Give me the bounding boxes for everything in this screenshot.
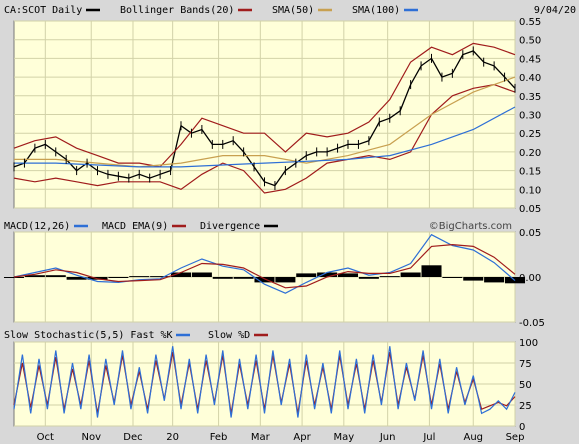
stochastic-y-axis: 100 75 50 25 0	[519, 338, 538, 433]
x-tick-label: Sep	[506, 432, 525, 443]
macd-legend: MACD(12,26) MACD EMA(9) Divergence	[4, 221, 278, 232]
divergence-bar	[296, 273, 317, 277]
y-tick-label: 0.05	[519, 228, 541, 239]
divergence-bar	[108, 277, 129, 278]
macd-y-axis: 0.05 0.00 -0.05	[519, 228, 545, 329]
divergence-bar	[421, 265, 442, 277]
chart-date: 9/04/20	[534, 5, 576, 16]
macd-ema-line	[13, 243, 516, 289]
y-tick-label: 0.20	[519, 148, 541, 159]
stochastic-grid	[14, 341, 516, 427]
stochastic-legend: Slow Stochastic(5,5) Fast %K Slow %D	[4, 330, 268, 341]
divergence-bar	[129, 276, 150, 278]
legend-label: MACD EMA(9)	[102, 221, 168, 232]
price-y-axis: 0.05 0.10 0.15 0.20 0.25 0.30 0.35 0.40 0.45 0.50…	[519, 17, 541, 215]
fast-k-line	[13, 346, 516, 418]
x-tick-label: Mar	[251, 432, 271, 443]
y-tick-label: 0.05	[519, 204, 541, 215]
date-x-axis: Oct Nov Dec 20 Feb Mar Apr May Jun Jul Aug Sep	[37, 432, 525, 443]
x-tick-label: Nov	[81, 432, 101, 443]
bollinger-upper-line	[13, 42, 516, 168]
divergence-bar	[66, 277, 87, 280]
y-tick-label: 75	[519, 359, 532, 370]
divergence-bar	[275, 277, 296, 283]
price-series	[13, 42, 516, 194]
y-tick-label: 0	[519, 422, 525, 433]
divergence-bar	[150, 276, 171, 278]
x-tick-label: 20	[166, 432, 179, 443]
divergence-bar	[484, 277, 505, 283]
legend-label: Slow %D	[208, 330, 250, 341]
divergence-bar	[463, 277, 484, 281]
legend-label: Bollinger Bands(20)	[120, 5, 234, 16]
y-tick-label: 100	[519, 338, 538, 349]
sma100-line	[14, 106, 516, 168]
y-tick-label: 0.25	[519, 129, 541, 140]
legend-label: MACD(12,26)	[4, 221, 70, 232]
divergence-bar	[400, 272, 421, 277]
divergence-bar	[379, 276, 400, 278]
sma50-line	[14, 76, 516, 168]
y-tick-label: 0.10	[519, 185, 541, 196]
x-tick-label: May	[333, 432, 354, 443]
x-tick-label: Feb	[210, 432, 228, 443]
y-tick-label: -0.05	[519, 318, 545, 329]
divergence-bar	[254, 277, 275, 283]
legend-label: SMA(50)	[272, 5, 314, 16]
x-tick-label: Jun	[379, 432, 396, 443]
legend-label: Divergence	[200, 221, 260, 232]
macd-series	[3, 233, 526, 294]
divergence-bar	[358, 277, 379, 279]
price-legend: CA:SCOT Daily Bollinger Bands(20) SMA(50) S…	[4, 5, 418, 16]
y-tick-label: 0.45	[519, 54, 541, 65]
bigcharts-watermark: ©BigCharts.com	[429, 221, 512, 232]
x-tick-label: Oct	[37, 432, 54, 443]
divergence-bar	[233, 277, 254, 279]
stochastic-series	[13, 346, 516, 418]
divergence-bar	[317, 272, 338, 277]
legend-label: SMA(100)	[352, 5, 400, 16]
divergence-bar	[191, 272, 212, 277]
y-tick-label: 0.40	[519, 73, 541, 84]
y-tick-label: 0.00	[519, 273, 541, 284]
y-tick-label: 25	[519, 401, 532, 412]
legend-label: CA:SCOT Daily	[4, 5, 82, 16]
x-tick-label: Jul	[422, 432, 435, 443]
y-tick-label: 0.35	[519, 92, 541, 103]
y-tick-label: 0.55	[519, 17, 541, 28]
divergence-bar	[337, 273, 359, 277]
y-tick-label: 50	[519, 380, 532, 391]
divergence-bar	[3, 277, 25, 278]
y-tick-label: 0.30	[519, 111, 541, 122]
divergence-bar	[45, 275, 66, 277]
x-tick-label: Aug	[463, 432, 483, 443]
divergence-bar	[24, 275, 45, 277]
divergence-bar	[442, 277, 463, 278]
y-tick-label: 0.50	[519, 36, 541, 47]
x-tick-label: Apr	[293, 432, 311, 443]
divergence-bar	[212, 277, 233, 279]
divergence-bar	[170, 272, 192, 277]
macd-line	[13, 233, 516, 294]
y-tick-label: 0.15	[519, 167, 541, 178]
x-tick-label: Dec	[123, 432, 142, 443]
legend-label: Slow Stochastic(5,5) Fast %K	[4, 330, 173, 341]
